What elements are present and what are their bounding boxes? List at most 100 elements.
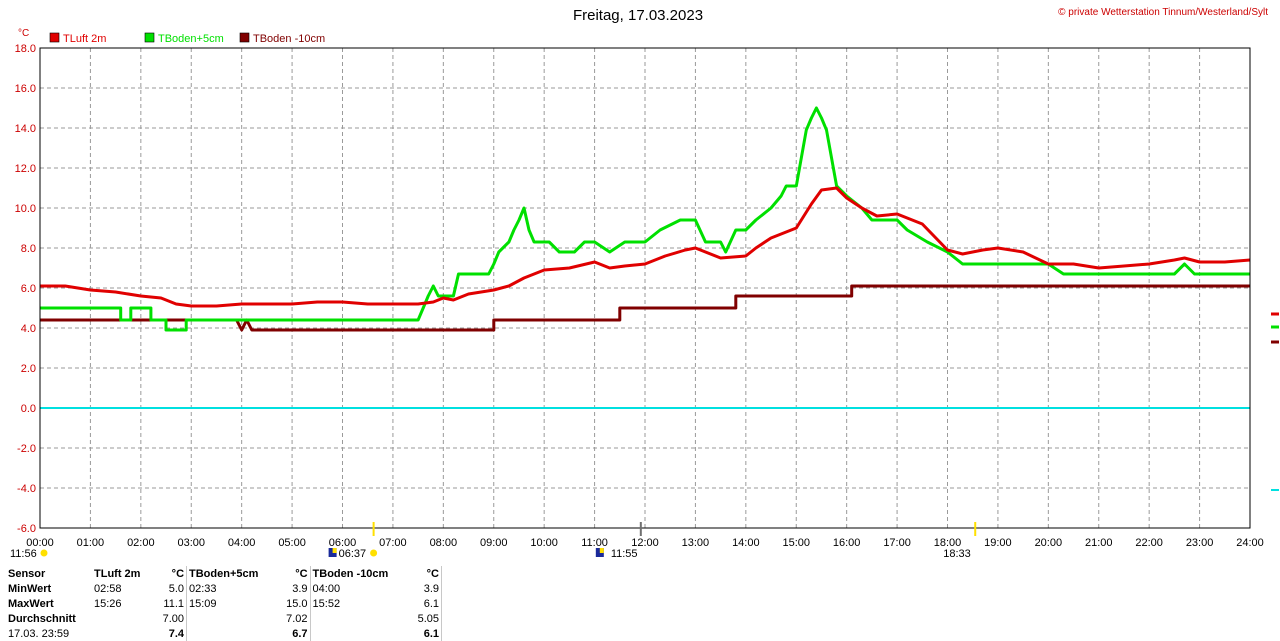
stats-header-sensor: Sensor <box>8 567 46 580</box>
stats-value: 11.1 <box>154 596 188 611</box>
legend-swatch <box>49 32 60 43</box>
legend-label: TBoden -10cm <box>253 33 325 45</box>
x-tick-label: 03:00 <box>177 537 205 549</box>
stats-value: 5.05 <box>409 611 443 626</box>
noon-icon-sun <box>599 548 604 553</box>
stats-row-min: MinWert 02:58 5.0 02:33 3.9 04:00 3.9 <box>6 581 443 596</box>
x-tick-label: 05:00 <box>278 537 306 549</box>
stats-header-u1: °C <box>154 566 188 581</box>
y-tick-label: 12.0 <box>15 163 36 175</box>
x-tick-label: 04:00 <box>228 537 256 549</box>
x-tick-label: 15:00 <box>782 537 810 549</box>
sunset-time-label: 18:33 <box>943 548 971 560</box>
stats-header-s1: TLuft 2m <box>94 567 141 580</box>
stats-row-label: Durchschnitt <box>8 612 76 625</box>
stats-value: 6.7 <box>277 626 311 641</box>
x-tick-label: 07:00 <box>379 537 407 549</box>
stats-time: 15:52 <box>312 597 341 610</box>
stats-row-max: MaxWert 15:26 11.1 15:09 15.0 15:52 6.1 <box>6 596 443 611</box>
y-unit-label: °C <box>18 28 29 39</box>
stats-value: 5.0 <box>154 581 188 596</box>
stats-time: 02:33 <box>189 582 217 595</box>
stats-time: 04:00 <box>312 582 341 595</box>
chart-title: Freitag, 17.03.2023 <box>573 7 703 24</box>
statistics-table: Sensor TLuft 2m °C TBoden+5cm °C TBoden … <box>6 566 443 641</box>
stats-time <box>310 611 409 626</box>
series-line-tboden-5cm <box>40 106 1250 332</box>
x-tick-label: 23:00 <box>1186 537 1214 549</box>
series-lines <box>40 106 1251 332</box>
grid <box>40 48 1250 528</box>
y-tick-label: 18.0 <box>15 43 36 55</box>
stats-header-s2: TBoden+5cm <box>189 567 259 580</box>
stats-row-label: MaxWert <box>8 597 54 610</box>
stats-header-s3: TBoden -10cm <box>312 567 389 580</box>
stats-value: 7.4 <box>154 626 188 641</box>
sun-moon-markers: 11:56 06:37 11:55 18:33 <box>10 522 977 560</box>
x-tick-label: 06:00 <box>329 537 357 549</box>
x-tick-label: 11:00 <box>581 537 608 549</box>
x-tick-label: 21:00 <box>1085 537 1113 549</box>
stats-time <box>92 626 154 641</box>
stats-header-row: Sensor TLuft 2m °C TBoden+5cm °C TBoden … <box>6 566 443 581</box>
sunrise-time-label: 06:37 <box>339 548 367 560</box>
y-axis-ticks: 18.0 16.0 14.0 12.0 10.0 8.0 6.0 4.0 2.0 0.0 -2.0 -… <box>15 43 36 535</box>
sunrise-icon-sun <box>332 548 337 553</box>
x-tick-label: 19:00 <box>984 537 1012 549</box>
moon-time-label: 11:56 <box>10 548 37 560</box>
series-line-tluft-2m <box>40 186 1251 308</box>
y-tick-label: 8.0 <box>21 243 36 255</box>
stats-time <box>187 611 278 626</box>
x-tick-label: 24:00 <box>1236 537 1264 549</box>
y-tick-label: 0.0 <box>21 403 36 415</box>
stats-header-u2: °C <box>277 566 311 581</box>
noon-time-label: 11:55 <box>611 548 638 560</box>
stats-value: 6.1 <box>409 626 443 641</box>
legend: TLuft 2m TBoden+5cm TBoden -10cm <box>49 32 325 45</box>
x-tick-label: 10:00 <box>530 537 558 549</box>
legend-swatch <box>239 32 250 43</box>
stats-value: 7.00 <box>154 611 188 626</box>
stats-row-average: Durchschnitt 7.00 7.02 5.05 <box>6 611 443 626</box>
y-tick-label: -6.0 <box>17 523 36 535</box>
x-tick-label: 08:00 <box>430 537 458 549</box>
x-tick-label: 22:00 <box>1135 537 1163 549</box>
x-tick-label: 14:00 <box>732 537 760 549</box>
y-tick-label: 14.0 <box>15 123 36 135</box>
right-edge-series-key <box>1271 312 1279 491</box>
stats-value: 6.1 <box>409 596 443 611</box>
y-tick-label: 16.0 <box>15 83 36 95</box>
x-tick-label: 16:00 <box>833 537 861 549</box>
y-tick-label: -4.0 <box>17 483 36 495</box>
x-tick-label: 12:00 <box>631 537 659 549</box>
legend-swatch <box>144 32 155 43</box>
stats-time <box>310 626 409 641</box>
stats-value: 15.0 <box>277 596 311 611</box>
legend-label: TBoden+5cm <box>158 33 224 45</box>
stats-row-label: MinWert <box>8 582 52 595</box>
stats-value: 7.02 <box>277 611 311 626</box>
y-tick-label: 4.0 <box>21 323 36 335</box>
x-tick-label: 02:00 <box>127 537 155 549</box>
stats-time <box>187 626 278 641</box>
stats-value: 3.9 <box>277 581 311 596</box>
x-axis-ticks: 00:00 01:00 02:00 03:00 04:00 05:00 06:00 07:00… <box>26 537 1264 549</box>
x-tick-label: 09:00 <box>480 537 508 549</box>
stats-time <box>92 611 154 626</box>
stats-time: 02:58 <box>94 582 122 595</box>
y-tick-label: 6.0 <box>21 283 36 295</box>
plot-frame <box>39 47 1251 529</box>
y-tick-label: 10.0 <box>15 203 36 215</box>
y-tick-label: 2.0 <box>21 363 36 375</box>
x-tick-label: 13:00 <box>682 537 710 549</box>
x-tick-label: 00:00 <box>26 537 54 549</box>
stats-row-label: 17.03. 23:59 <box>8 627 70 640</box>
y-tick-label: -2.0 <box>17 443 36 455</box>
x-tick-label: 20:00 <box>1035 537 1063 549</box>
x-tick-label: 01:00 <box>77 537 105 549</box>
stats-value: 3.9 <box>409 581 443 596</box>
series-line-tboden-10cm <box>40 284 1250 332</box>
x-tick-label: 17:00 <box>883 537 911 549</box>
moon-icon <box>40 549 48 557</box>
